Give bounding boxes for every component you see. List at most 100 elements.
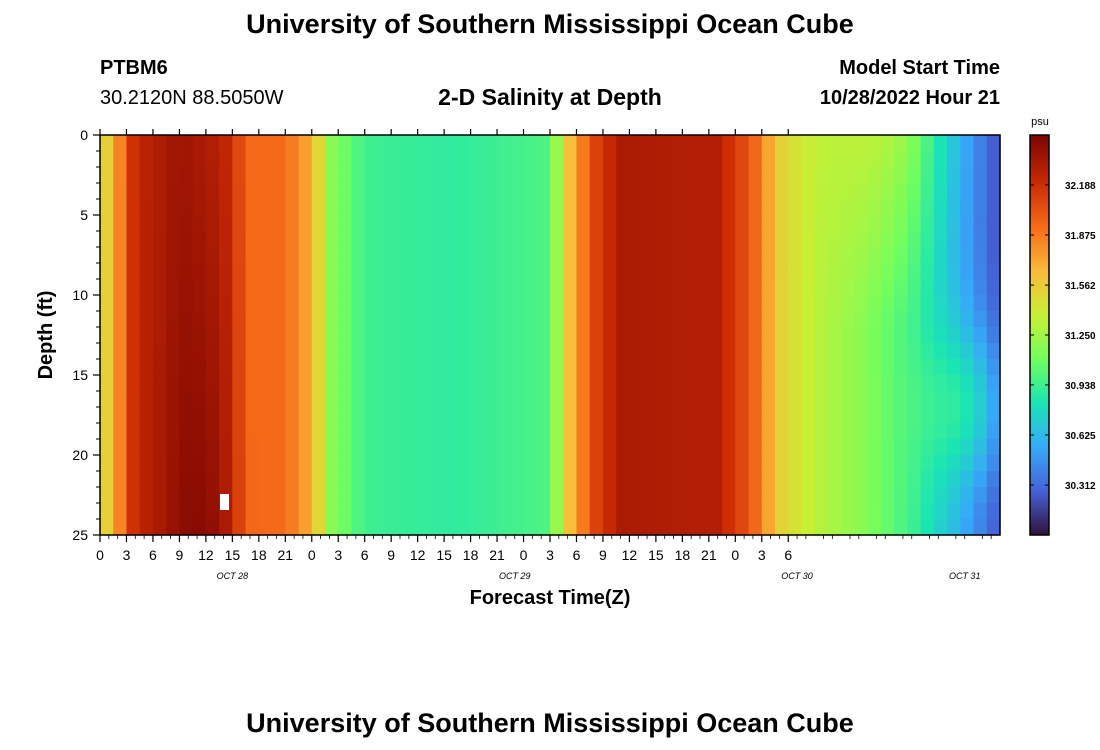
heatmap-cell: [762, 343, 776, 360]
heatmap-cell: [788, 151, 802, 168]
heatmap-cell: [100, 375, 114, 392]
heatmap-cell: [365, 183, 379, 200]
heatmap-cell: [762, 423, 776, 440]
heatmap-cell: [775, 423, 789, 440]
heatmap-cell: [841, 311, 855, 328]
heatmap-cell: [537, 199, 551, 216]
heatmap-cell: [921, 375, 935, 392]
heatmap-cell: [140, 183, 154, 200]
heatmap-cell: [312, 487, 326, 504]
heatmap-cell: [338, 503, 352, 520]
heatmap-cell: [550, 311, 564, 328]
heatmap-cell: [894, 199, 908, 216]
heatmap-cell: [576, 375, 590, 392]
heatmap-cell: [550, 455, 564, 472]
heatmap-cell: [894, 135, 908, 152]
heatmap-cell: [987, 247, 1001, 264]
heatmap-cell: [762, 359, 776, 376]
heatmap-cell: [828, 519, 842, 536]
heatmap-cell: [418, 487, 432, 504]
heatmap-cell: [497, 167, 511, 184]
heatmap-cell: [749, 231, 763, 248]
heatmap-cell: [934, 439, 948, 456]
heatmap-cell: [285, 231, 299, 248]
heatmap-cell: [113, 167, 127, 184]
heatmap-cell: [841, 263, 855, 280]
heatmap-cell: [299, 471, 313, 488]
heatmap-cell: [193, 455, 207, 472]
heatmap-cell: [179, 391, 193, 408]
heatmap-cell: [219, 183, 233, 200]
heatmap-cell: [881, 151, 895, 168]
heatmap-cell: [259, 487, 273, 504]
colorbar-tick-label: 30.312: [1065, 481, 1096, 492]
heatmap-cell: [960, 455, 974, 472]
heatmap-cell: [682, 519, 696, 536]
heatmap-cell: [259, 279, 273, 296]
heatmap-cell: [669, 423, 683, 440]
heatmap-cell: [351, 487, 365, 504]
heatmap-cell: [643, 183, 657, 200]
heatmap-cell: [524, 199, 538, 216]
heatmap-cell: [894, 231, 908, 248]
heatmap-cell: [272, 311, 286, 328]
heatmap-cell: [351, 423, 365, 440]
heatmap-cell: [100, 183, 114, 200]
heatmap-cell: [272, 327, 286, 344]
heatmap-cell: [206, 471, 220, 488]
heatmap-cell: [881, 135, 895, 152]
heatmap-cell: [749, 167, 763, 184]
heatmap-cell: [206, 167, 220, 184]
heatmap-cell: [749, 375, 763, 392]
heatmap-cell: [669, 455, 683, 472]
y-tick-label: 20: [72, 447, 88, 463]
heatmap-cell: [868, 375, 882, 392]
heatmap-cell: [629, 487, 643, 504]
heatmap-cell: [960, 471, 974, 488]
heatmap-cell: [206, 343, 220, 360]
heatmap-cell: [907, 407, 921, 424]
heatmap-cell: [444, 183, 458, 200]
heatmap-cell: [749, 471, 763, 488]
heatmap-cell: [299, 231, 313, 248]
heatmap-cell: [299, 375, 313, 392]
heatmap-cell: [868, 343, 882, 360]
heatmap-cell: [471, 231, 485, 248]
heatmap-cell: [947, 455, 961, 472]
heatmap-cell: [338, 199, 352, 216]
heatmap-cell: [735, 311, 749, 328]
heatmap-cell: [537, 247, 551, 264]
heatmap-cell: [722, 423, 736, 440]
heatmap-cell: [881, 311, 895, 328]
heatmap-cell: [299, 215, 313, 232]
heatmap-cell: [709, 295, 723, 312]
heatmap-cell: [722, 471, 736, 488]
x-tick-label: 21: [701, 547, 717, 563]
heatmap-cell: [471, 327, 485, 344]
heatmap-cell: [246, 423, 260, 440]
heatmap-cell: [166, 487, 180, 504]
y-tick-label: 10: [72, 287, 88, 303]
heatmap-cell: [391, 439, 405, 456]
heatmap-cell: [378, 375, 392, 392]
heatmap-cell: [418, 375, 432, 392]
heatmap-cell: [246, 487, 260, 504]
heatmap-cell: [550, 487, 564, 504]
heatmap-cell: [788, 167, 802, 184]
heatmap-cell: [801, 503, 815, 520]
heatmap-cell: [907, 455, 921, 472]
heatmap-cell: [219, 375, 233, 392]
heatmap-cell: [285, 439, 299, 456]
heatmap-cell: [510, 215, 524, 232]
heatmap-cell: [735, 295, 749, 312]
heatmap-cell: [576, 295, 590, 312]
heatmap-cell: [365, 487, 379, 504]
heatmap-cell: [193, 375, 207, 392]
heatmap-cell: [603, 519, 617, 536]
heatmap-cell: [934, 295, 948, 312]
heatmap-cell: [762, 263, 776, 280]
heatmap-cell: [193, 519, 207, 536]
heatmap-cell: [643, 311, 657, 328]
colorbar-tick-label: 31.875: [1065, 231, 1096, 242]
heatmap-cell: [974, 343, 988, 360]
